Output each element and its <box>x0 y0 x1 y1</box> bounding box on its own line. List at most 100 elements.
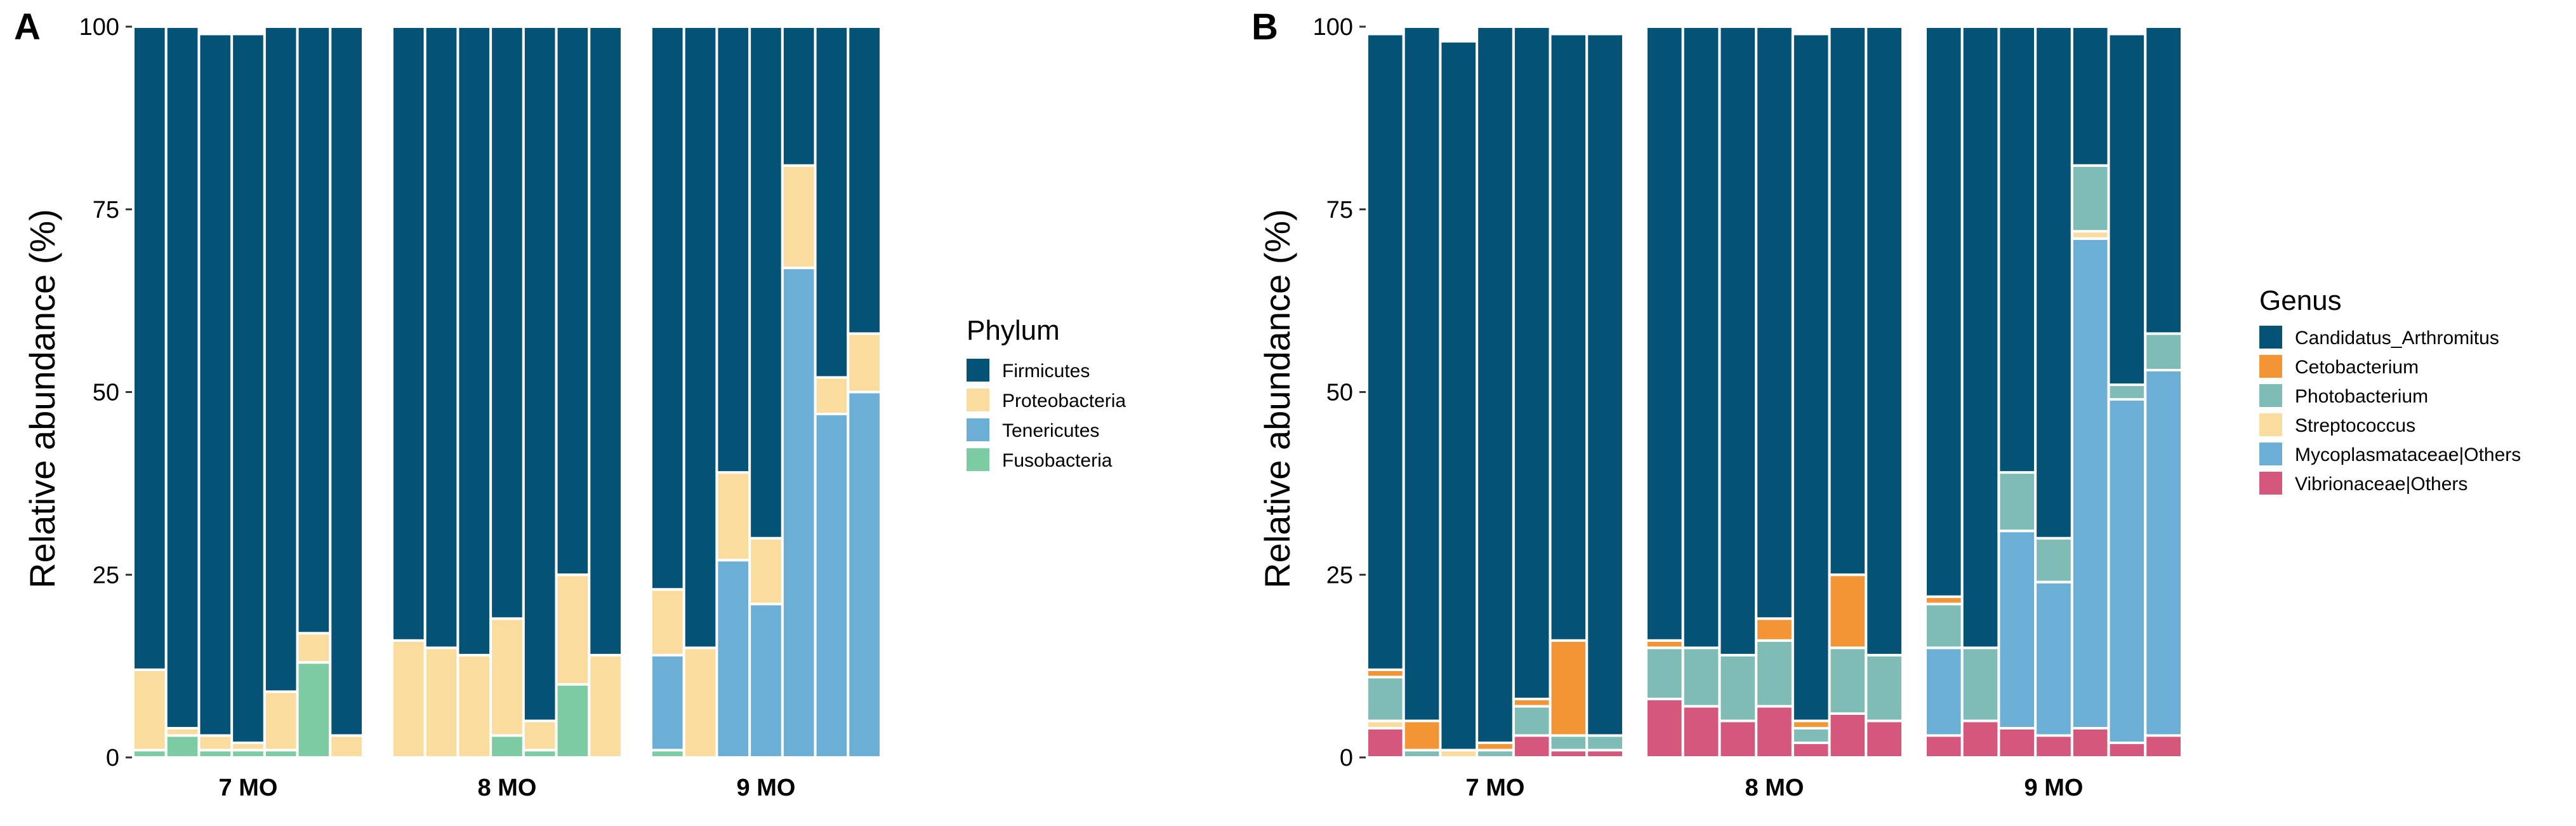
panel-b-bar-vibrionaceae-others <box>2070 726 2110 759</box>
panel-b-bar-photobacterium <box>1828 646 1868 715</box>
panel-a-y-tick-label: 25 <box>93 562 119 589</box>
panel-b-bar-candidatus-arthromitus <box>2144 25 2183 335</box>
panel-b-bar-vibrionaceae-others <box>1924 734 1964 759</box>
panel-b-bar-vibrionaceae-others <box>1791 741 1831 759</box>
panel-b-letter: B <box>1252 6 1278 48</box>
panel-b-bar-candidatus-arthromitus <box>1439 40 1479 752</box>
panel-a-bar-proteobacteria <box>715 471 751 562</box>
panel-b-bar-candidatus-arthromitus <box>1645 25 1684 642</box>
panel-b-bar-photobacterium <box>1960 646 2000 723</box>
panel-b-bar-vibrionaceae-others <box>1865 719 1904 759</box>
panel-a-bar-proteobacteria <box>489 617 525 737</box>
panel-b-legend-swatch-photobacterium <box>2259 384 2282 407</box>
panel-a-bar-proteobacteria <box>263 690 299 752</box>
panel-b-legend-label-cetobacterium: Cetobacterium <box>2295 357 2419 378</box>
panel-b-facet-label: 7 MO <box>1466 775 1525 801</box>
panel-a-bar-firmicutes <box>814 25 850 379</box>
panel-b-bar-mycoplasmataceae-others <box>2070 237 2110 729</box>
panel-b-legend-swatch-vibrionaceae-others <box>2259 472 2282 495</box>
panel-a-bar-firmicutes <box>748 25 784 540</box>
panel-b-y-axis-title: Relative abundance (%) <box>1257 209 1297 589</box>
panel-b-y-tick-label: 100 <box>1313 14 1353 41</box>
panel-b-bar-cetobacterium <box>1828 573 1868 649</box>
panel-b-bar-vibrionaceae-others <box>1755 705 1794 759</box>
panel-a-bar-proteobacteria <box>132 668 168 752</box>
panel-b-bar-vibrionaceae-others <box>1828 712 1868 759</box>
panel-a-bar-tenericutes <box>847 390 883 759</box>
panel-b-legend-swatch-mycoplasmataceae-others <box>2259 443 2282 465</box>
panel-b-facet-label: 8 MO <box>1745 775 1804 801</box>
panel-a-bar-proteobacteria <box>650 588 685 656</box>
panel-a-y-tick-label: 100 <box>79 14 119 41</box>
panel-b-bar-candidatus-arthromitus <box>1402 25 1442 723</box>
panel-b-y-tick-label: 75 <box>1326 197 1353 223</box>
panel-a-bar-proteobacteria <box>423 646 459 759</box>
panel-a-bar-proteobacteria <box>391 639 426 759</box>
panel-a-bar-firmicutes <box>423 25 459 649</box>
panel-b-legend-swatch-streptococcus <box>2259 413 2282 436</box>
panel-a-bar-firmicutes <box>682 25 718 649</box>
panel-a-bar-firmicutes <box>329 25 364 737</box>
panel-b-bar-candidatus-arthromitus <box>1718 25 1758 656</box>
panel-a-bar-tenericutes <box>781 266 817 759</box>
panel-b-bar-vibrionaceae-others <box>1718 719 1758 759</box>
panel-b-facet-label: 9 MO <box>2024 775 2084 801</box>
panel-a-legend: Phylum Firmicutes Proteobacteria Tenericut… <box>967 315 1126 471</box>
panel-b-bar-photobacterium <box>1755 639 1794 708</box>
panel-b-bar-mycoplasmataceae-others <box>1924 646 1964 737</box>
panel-a-bar-firmicutes <box>847 25 883 335</box>
panel-a-bar-firmicutes <box>715 25 751 474</box>
panel-b-plot: 0 25 50 75 100 7 MO 8 MO 9 MO <box>1313 14 2183 801</box>
panel-b-bar-photobacterium <box>1865 653 1904 723</box>
panel-a-y-tick-label: 75 <box>93 197 119 223</box>
panel-b-bar-candidatus-arthromitus <box>1755 25 1794 620</box>
panel-a-bar-firmicutes <box>197 32 234 737</box>
panel-a-bar-firmicutes <box>296 25 332 635</box>
panel-a-bar-proteobacteria <box>814 376 850 416</box>
panel-b-bar-photobacterium <box>1924 603 1964 649</box>
panel-a-bar-proteobacteria <box>781 164 817 269</box>
panel-a-bar-fusobacteria <box>489 734 525 759</box>
panel-b-bar-photobacterium <box>1585 734 1625 752</box>
panel-b-bar-mycoplasmataceae-others <box>2144 368 2183 737</box>
panel-b-bar-photobacterium <box>2107 383 2147 401</box>
panel-a-bar-proteobacteria <box>522 719 558 752</box>
panel-b-y-tick-label: 25 <box>1326 562 1353 589</box>
panel-a-legend-title: Phylum <box>967 315 1060 346</box>
panel-b-bar-photobacterium <box>1718 653 1758 723</box>
panel-b-legend-label-streptococcus: Streptococcus <box>2295 415 2415 436</box>
panel-b-bar-candidatus-arthromitus <box>1476 25 1515 744</box>
panel-b-bar-photobacterium <box>2070 164 2110 233</box>
panel-b-legend-swatch-candidatus-arthromitus <box>2259 326 2282 349</box>
panel-a-bar-firmicutes <box>132 25 168 671</box>
panel-a-bar-firmicutes <box>391 25 426 642</box>
panel-b-bar-vibrionaceae-others <box>1512 734 1552 759</box>
panel-a-bar-tenericutes <box>715 559 751 759</box>
panel-a-legend-label-tenericutes: Tenericutes <box>1002 420 1099 441</box>
panel-a-legend-label-firmicutes: Firmicutes <box>1002 361 1090 382</box>
panel-a-bar-firmicutes <box>588 25 623 656</box>
panel-b-legend-label-photobacterium: Photobacterium <box>2295 386 2428 407</box>
panel-a-legend-swatch-firmicutes <box>967 359 989 382</box>
panel-b-bar-photobacterium <box>1549 734 1589 752</box>
panel-b-bar-candidatus-arthromitus <box>1865 25 1904 656</box>
panel-b-legend-label-mycoplasmataceae-others: Mycoplasmataceae|Others <box>2295 444 2521 465</box>
panel-a-bar-tenericutes <box>650 653 685 752</box>
panel-b-bar-cetobacterium <box>1549 639 1589 737</box>
panel-b-bar-candidatus-arthromitus <box>1681 25 1721 649</box>
panel-a-bar-fusobacteria <box>296 661 332 759</box>
panel-b-bar-candidatus-arthromitus <box>1366 32 1405 671</box>
panel-a-bar-fusobacteria <box>164 734 201 759</box>
panel-b-bar-cetobacterium <box>1402 719 1442 752</box>
panel-b-legend-swatch-cetobacterium <box>2259 355 2282 378</box>
panel-a-bar-proteobacteria <box>329 734 364 759</box>
panel-a-bar-firmicutes <box>164 25 201 729</box>
panel-a-bar-proteobacteria <box>748 536 784 606</box>
panel-b-bar-vibrionaceae-others <box>2144 734 2183 759</box>
panel-a-bar-proteobacteria <box>296 632 332 664</box>
panel-a-legend-swatch-tenericutes <box>967 418 989 441</box>
panel-a-bar-firmicutes <box>650 25 685 591</box>
panel-b-bar-photobacterium <box>2144 332 2183 371</box>
panel-b-bar-vibrionaceae-others <box>1645 697 1684 759</box>
panel-a-bar-tenericutes <box>814 413 850 759</box>
